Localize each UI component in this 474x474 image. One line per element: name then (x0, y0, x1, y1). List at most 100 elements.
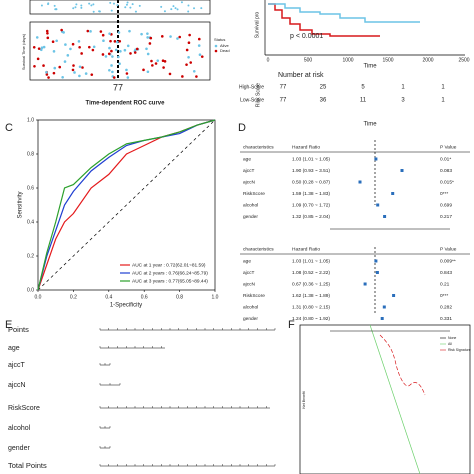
dot (32, 45, 36, 49)
label: 1.0 (212, 294, 219, 300)
dot (101, 53, 105, 56)
label: Status (214, 37, 225, 42)
label: Survival Time (days) (21, 33, 26, 70)
label: alcohol (243, 304, 258, 310)
dot (172, 5, 175, 8)
dot (168, 72, 172, 76)
label: 36 (320, 98, 327, 104)
label: 0.01* (440, 156, 451, 162)
dot (140, 32, 143, 36)
label: ajccN (243, 281, 256, 287)
dot (129, 52, 132, 55)
dot (126, 44, 130, 48)
dot (35, 36, 39, 39)
label: 500 (304, 57, 313, 63)
label: 1.90 (0.93 ~ 3.51) (292, 168, 330, 174)
dot (146, 70, 150, 74)
label: ajccT (243, 168, 255, 174)
dot (119, 50, 122, 53)
hr-box (374, 259, 378, 263)
dot (116, 40, 119, 44)
dot (92, 45, 96, 49)
hr-box (375, 271, 379, 274)
dot (142, 68, 145, 72)
dot (181, 75, 184, 78)
label: 0.6 (141, 294, 148, 300)
label: age (243, 259, 251, 264)
dot (126, 1, 129, 4)
dot (61, 76, 64, 79)
dot (162, 66, 165, 69)
label: 1.62 (1.38 ~ 1.89) (292, 293, 330, 299)
dot (88, 2, 91, 5)
dot (108, 46, 111, 50)
dot (72, 7, 75, 10)
label: Points (8, 325, 29, 334)
label: 1.32 (0.85 ~ 2.04) (292, 214, 330, 220)
dot (52, 71, 56, 75)
label: age (8, 345, 20, 352)
label: 1 (441, 98, 445, 104)
dot (180, 1, 183, 4)
label: 2500 (458, 57, 469, 63)
dot (126, 76, 130, 79)
label: 1 (441, 85, 445, 91)
label: 0*** (440, 293, 448, 299)
dot (36, 57, 40, 61)
label: ajccT (8, 362, 25, 369)
dot (51, 40, 55, 44)
dot (176, 8, 179, 11)
dot (150, 59, 153, 63)
label: 0.2 (27, 253, 34, 259)
dot (112, 2, 115, 5)
dot (111, 70, 114, 74)
dot (133, 51, 137, 54)
label: ajccN (8, 382, 26, 389)
label: 0.50 (0.28 ~ 0.87) (292, 179, 330, 185)
dot (47, 2, 50, 5)
hr-box (382, 305, 386, 309)
label: 0.699 (440, 202, 452, 208)
dot (192, 69, 196, 73)
label: Time (363, 122, 377, 128)
dot (89, 30, 92, 33)
legend-dot (214, 44, 218, 48)
label: gender (8, 445, 30, 452)
dot (129, 6, 132, 9)
dot (151, 64, 154, 67)
label: Number at risk (278, 72, 324, 79)
label: 0.6 (27, 185, 34, 191)
label: RiskScore (8, 405, 40, 412)
dot (111, 55, 114, 58)
panel-letter: D (238, 122, 246, 134)
dot (52, 50, 56, 53)
label: 77 (113, 82, 123, 92)
dot (116, 4, 119, 7)
label: 0.0 (27, 287, 34, 293)
label: Net Benefit (302, 391, 306, 408)
dot (90, 73, 94, 76)
dot (200, 7, 203, 10)
label: 0*** (440, 191, 448, 197)
dot (145, 47, 148, 51)
label: 0.843 (440, 270, 452, 276)
dot (176, 37, 179, 40)
label: Hazard Ratio (292, 246, 320, 252)
hr-box (383, 215, 387, 218)
dot (92, 3, 95, 6)
label: Sensitivity (18, 191, 24, 218)
dot (156, 59, 160, 62)
dot (104, 55, 108, 58)
dot (108, 32, 111, 35)
label: 0 (267, 57, 270, 63)
dot (161, 59, 165, 63)
dot (73, 71, 76, 74)
dot (64, 43, 67, 46)
dot (107, 52, 111, 56)
dot (146, 32, 149, 35)
label: Low-Score (240, 97, 264, 103)
label: alcohol (243, 202, 258, 208)
dot (117, 55, 120, 59)
dot (169, 35, 172, 38)
scatter-decor (32, 1, 204, 79)
